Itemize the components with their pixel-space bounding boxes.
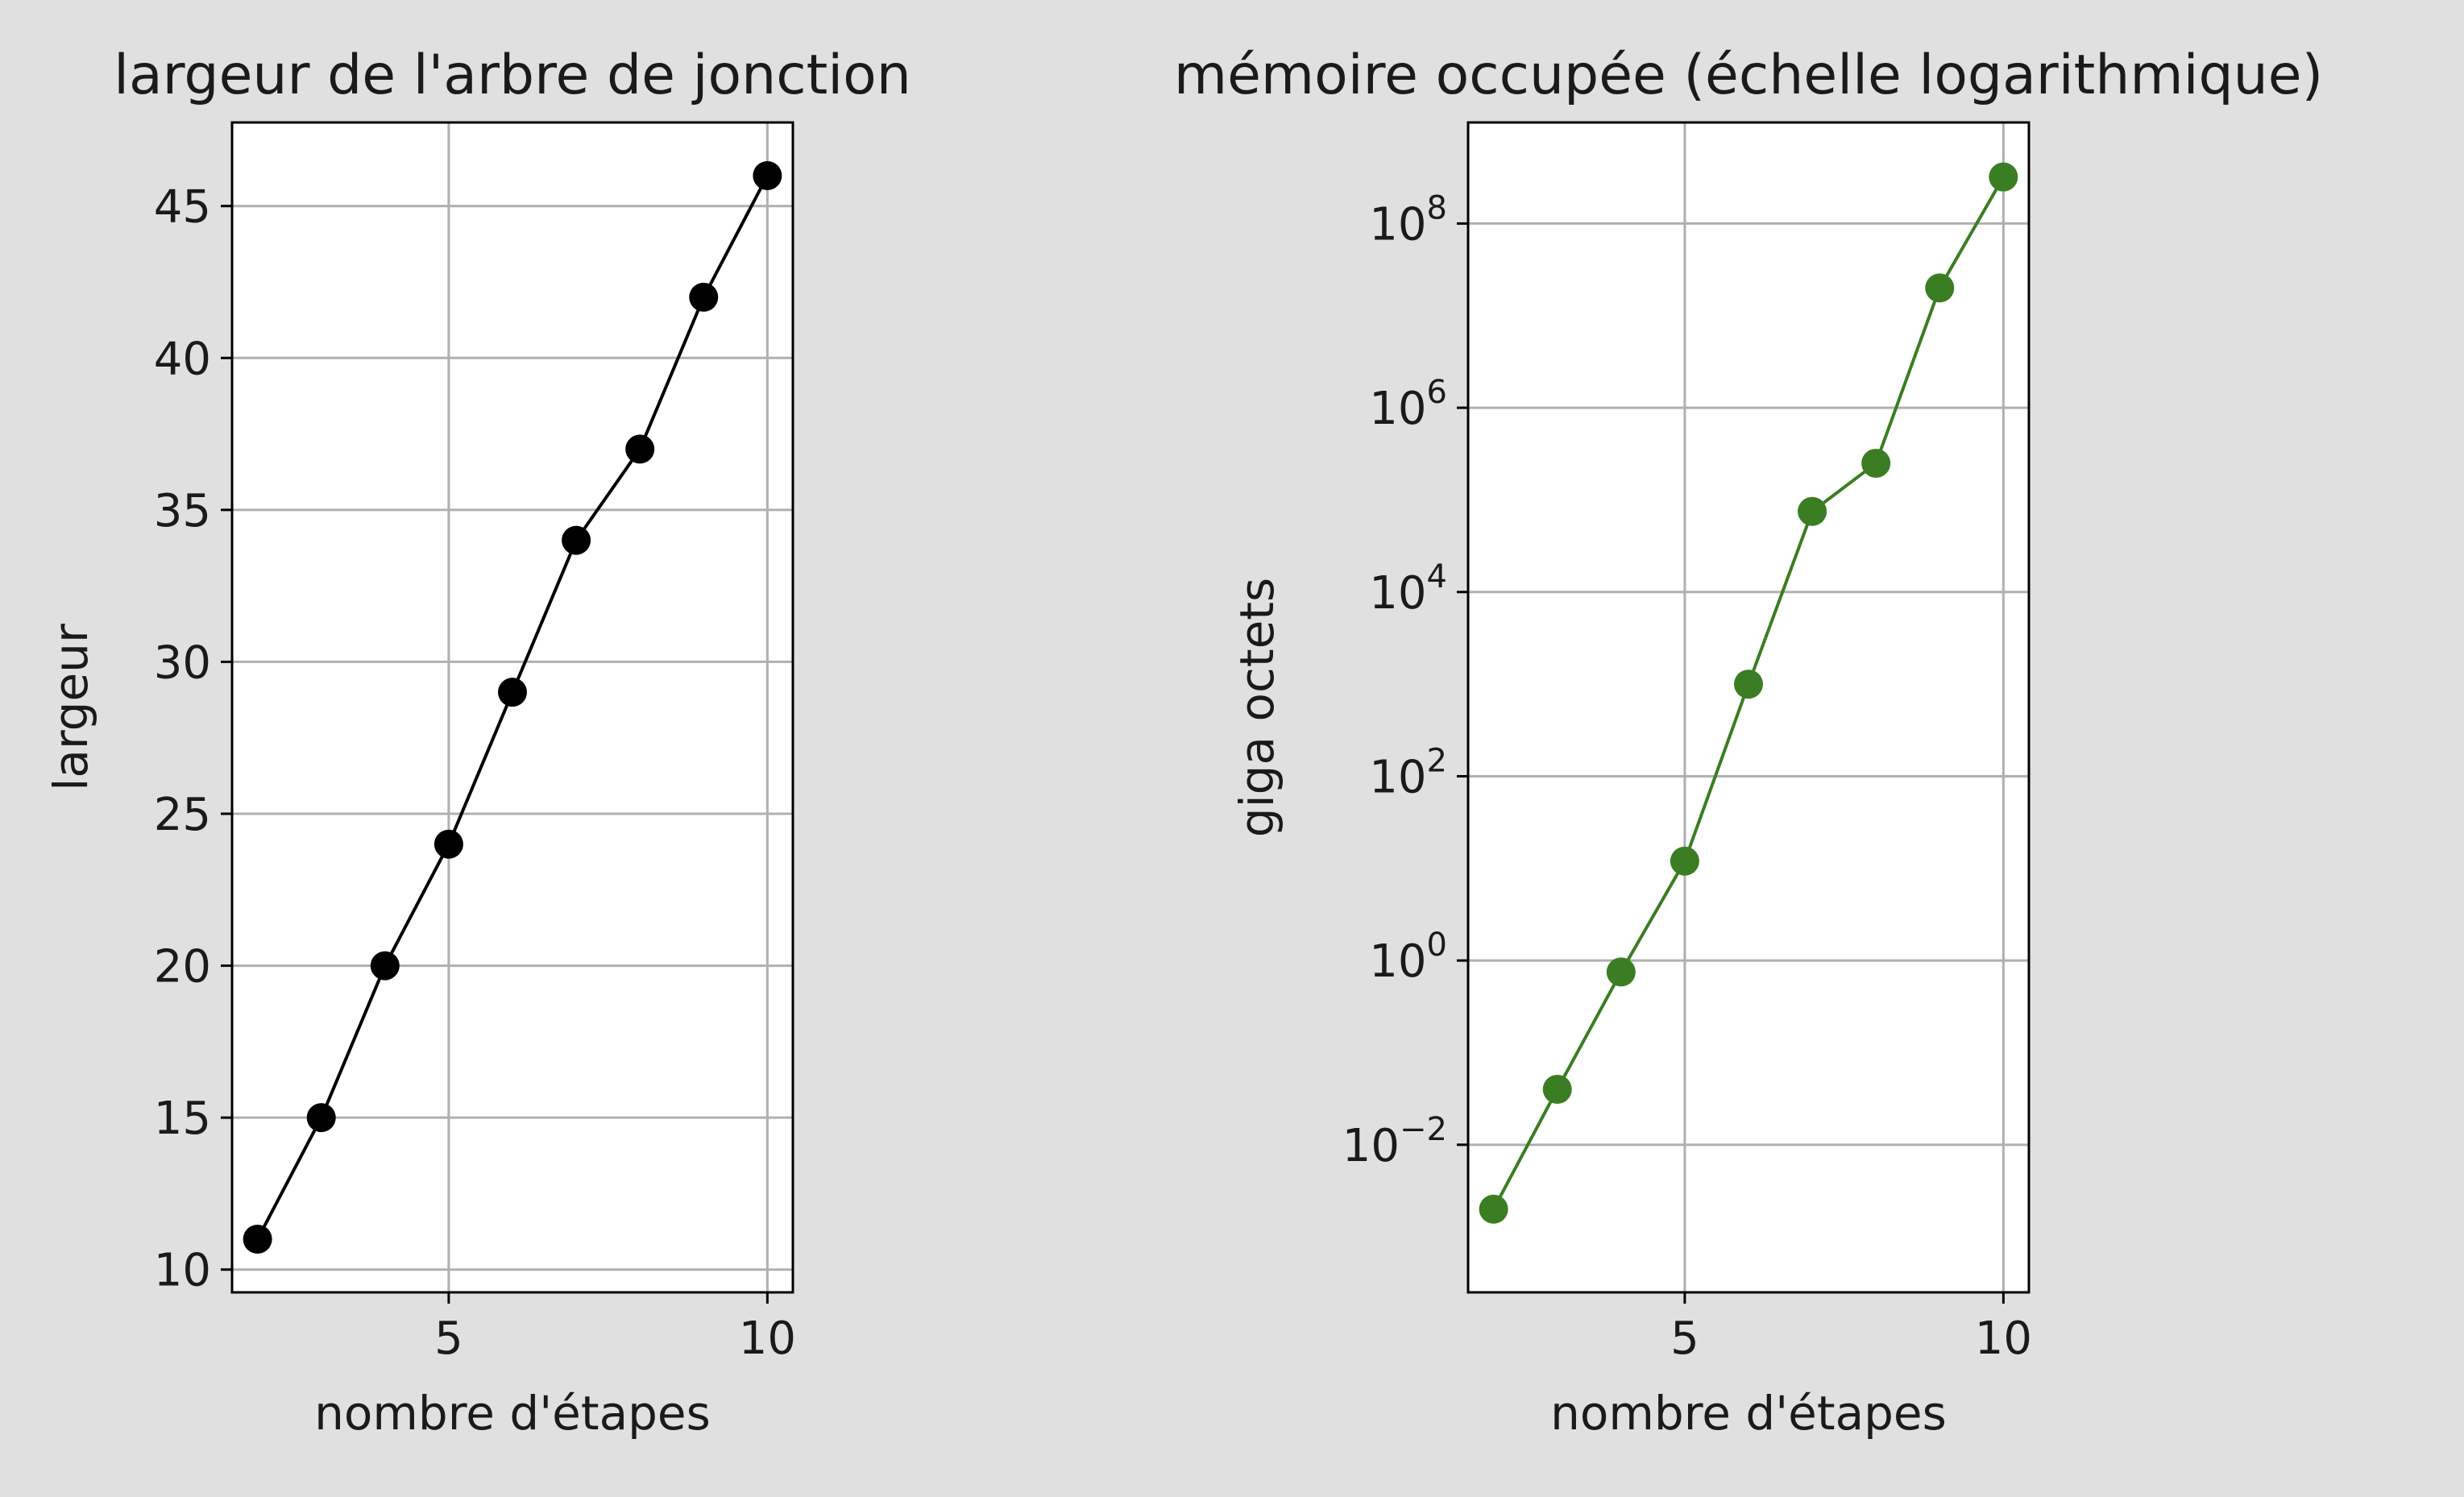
x-axis-label: nombre d'étapes [1550, 1386, 1947, 1441]
axes-frame [230, 121, 794, 1294]
y-tick-label: 35 [154, 485, 211, 537]
memory-chart: 5 10 10−2 100 102 104 106 108 mémoire occupée (é… [1174, 44, 2323, 1441]
y-tick-label: 100 [1369, 927, 1447, 988]
data-point [625, 434, 655, 464]
x-axis-label: nombre d'étapes [314, 1386, 711, 1441]
data-point [1925, 273, 1955, 303]
data-point [498, 678, 527, 707]
data-point [243, 1225, 272, 1254]
y-tick-label: 40 [154, 333, 211, 385]
y-tick-label: 106 [1369, 374, 1447, 435]
data-point [1734, 670, 1763, 699]
y-tick-label: 15 [154, 1093, 211, 1145]
width-chart: 5 10 10 15 20 25 30 35 40 45 largeur de l'arbre de… [44, 44, 911, 1441]
data-point [306, 1103, 336, 1133]
x-tick-label: 10 [739, 1312, 796, 1365]
x-tick-label: 5 [1670, 1312, 1699, 1365]
x-tick-label: 10 [1975, 1312, 2032, 1365]
y-tick-label: 10−2 [1342, 1111, 1447, 1172]
y-tick-label: 10 [154, 1245, 211, 1297]
y-axis-label: giga octets [1230, 578, 1284, 837]
data-point [689, 282, 719, 312]
data-point [1989, 162, 2018, 192]
chart-title: largeur de l'arbre de jonction [114, 44, 911, 107]
data-point [1479, 1194, 1508, 1224]
y-tick-label: 102 [1369, 742, 1447, 803]
y-tick-label: 45 [154, 181, 211, 234]
y-axis-label: largeur [44, 624, 98, 791]
data-point [1798, 496, 1827, 526]
y-tick-label: 108 [1369, 189, 1447, 251]
chart-title: mémoire occupée (échelle logarithmique) [1174, 44, 2323, 107]
data-point [1606, 957, 1636, 987]
x-tick-label: 5 [434, 1312, 463, 1365]
data-point [370, 951, 400, 981]
y-tick-label: 20 [154, 941, 211, 993]
y-tick-label: 30 [154, 637, 211, 689]
y-tick-label: 25 [154, 789, 211, 841]
y-tick-label: 104 [1369, 558, 1447, 620]
axes-frame [1466, 121, 2031, 1294]
data-point [1670, 846, 1699, 876]
data-point [1542, 1074, 1572, 1104]
data-point [433, 829, 463, 859]
data-point [753, 161, 782, 190]
data-point [562, 525, 591, 555]
plot-area [232, 122, 793, 1292]
data-point [1861, 448, 1891, 478]
